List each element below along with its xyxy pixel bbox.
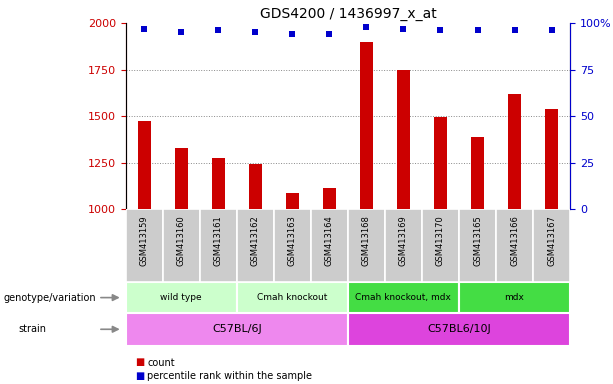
Bar xyxy=(385,209,422,282)
Text: GSM413165: GSM413165 xyxy=(473,215,482,266)
Text: GSM413163: GSM413163 xyxy=(288,215,297,266)
Bar xyxy=(274,209,311,282)
Text: GSM413170: GSM413170 xyxy=(436,215,445,266)
Bar xyxy=(508,94,521,209)
Text: GSM413169: GSM413169 xyxy=(399,215,408,266)
Bar xyxy=(545,109,558,209)
Bar xyxy=(249,164,262,209)
Bar xyxy=(286,192,299,209)
Text: ■: ■ xyxy=(135,371,144,381)
Bar xyxy=(126,209,162,282)
Bar xyxy=(422,209,459,282)
Text: GSM413166: GSM413166 xyxy=(510,215,519,266)
Bar xyxy=(348,282,459,313)
Text: C57BL/6J: C57BL/6J xyxy=(212,324,262,334)
Text: C57BL6/10J: C57BL6/10J xyxy=(427,324,491,334)
Text: strain: strain xyxy=(18,324,47,334)
Bar xyxy=(397,70,410,209)
Bar xyxy=(434,117,447,209)
Bar xyxy=(533,209,570,282)
Text: mdx: mdx xyxy=(504,293,525,302)
Bar xyxy=(459,282,570,313)
Bar xyxy=(459,209,496,282)
Text: GSM413161: GSM413161 xyxy=(214,215,223,266)
Text: count: count xyxy=(147,358,175,368)
Bar xyxy=(323,188,336,209)
Text: wild type: wild type xyxy=(161,293,202,302)
Bar xyxy=(200,209,237,282)
Bar xyxy=(496,209,533,282)
Bar xyxy=(162,209,200,282)
Text: ■: ■ xyxy=(135,357,144,367)
Text: percentile rank within the sample: percentile rank within the sample xyxy=(147,371,312,381)
Bar xyxy=(348,209,385,282)
Bar xyxy=(237,209,274,282)
Text: Cmah knockout: Cmah knockout xyxy=(257,293,327,302)
Text: GSM413162: GSM413162 xyxy=(251,215,260,266)
Bar xyxy=(138,121,151,209)
Bar xyxy=(348,313,570,346)
Text: GSM413168: GSM413168 xyxy=(362,215,371,266)
Bar xyxy=(211,158,225,209)
Text: GSM413164: GSM413164 xyxy=(325,215,334,266)
Bar xyxy=(311,209,348,282)
Text: GSM413159: GSM413159 xyxy=(140,215,149,266)
Bar xyxy=(175,148,188,209)
Text: genotype/variation: genotype/variation xyxy=(3,293,96,303)
Bar xyxy=(471,137,484,209)
Bar xyxy=(126,313,348,346)
Bar xyxy=(126,282,237,313)
Bar xyxy=(360,42,373,209)
Title: GDS4200 / 1436997_x_at: GDS4200 / 1436997_x_at xyxy=(259,7,436,21)
Text: GSM413167: GSM413167 xyxy=(547,215,556,266)
Text: Cmah knockout, mdx: Cmah knockout, mdx xyxy=(356,293,451,302)
Bar xyxy=(237,282,348,313)
Text: GSM413160: GSM413160 xyxy=(177,215,186,266)
